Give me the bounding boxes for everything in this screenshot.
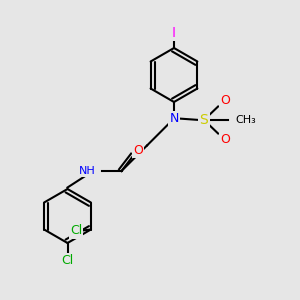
- Text: Cl: Cl: [61, 254, 74, 268]
- Text: Cl: Cl: [70, 224, 82, 238]
- Text: NH: NH: [79, 166, 96, 176]
- Text: O: O: [133, 143, 143, 157]
- Text: I: I: [172, 26, 176, 40]
- Text: S: S: [200, 113, 208, 127]
- Text: O: O: [220, 94, 230, 107]
- Text: N: N: [169, 112, 179, 125]
- Text: O: O: [220, 133, 230, 146]
- Text: CH₃: CH₃: [236, 115, 256, 125]
